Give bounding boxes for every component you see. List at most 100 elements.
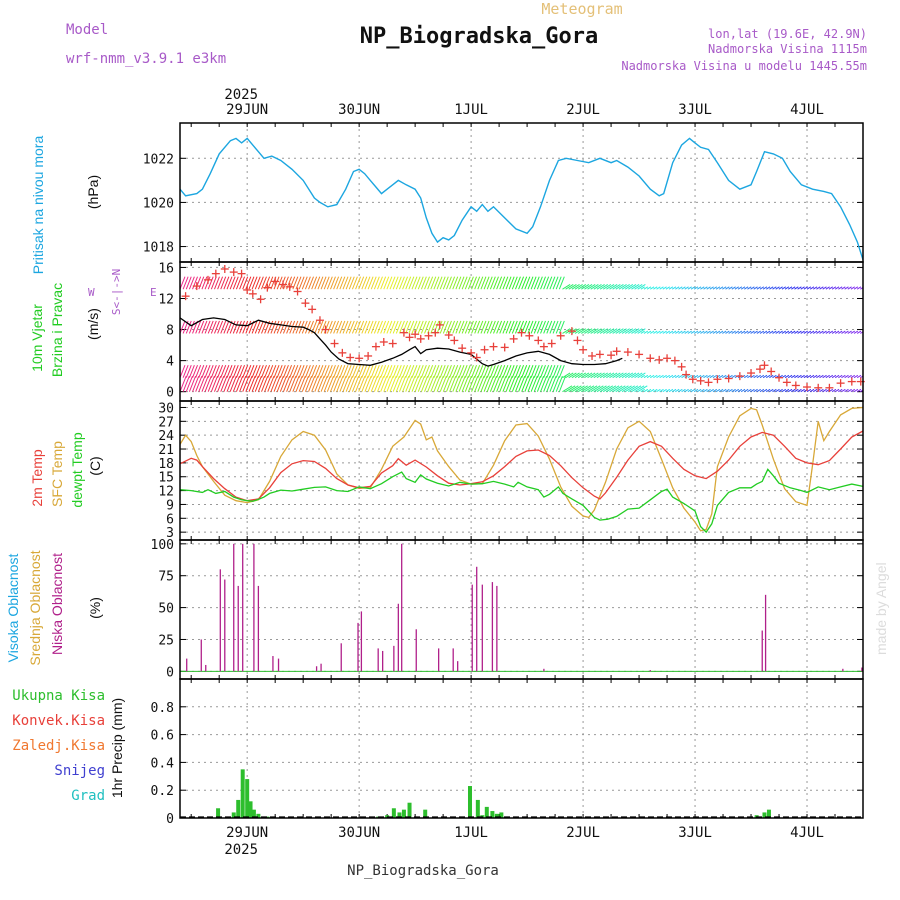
bottom-date-label: 29JUN — [226, 825, 268, 841]
wind-barb — [467, 375, 476, 392]
wind-barb — [803, 374, 808, 379]
wind-barb — [809, 330, 815, 334]
cloud-bars — [186, 543, 863, 672]
wind-barb — [508, 375, 516, 392]
wind-barb — [185, 375, 193, 392]
wind-barb — [734, 286, 739, 290]
wind-barb — [671, 374, 677, 379]
wind-barb — [351, 375, 360, 392]
wind-barb — [847, 286, 852, 290]
wind-barb — [584, 385, 595, 393]
wind-barb — [180, 364, 186, 378]
wind-barb — [398, 320, 405, 334]
y-tick-label: 12 — [158, 485, 174, 500]
wind-barb — [731, 286, 736, 290]
wind-barb — [756, 286, 761, 290]
footer-station: NP_Biogradska_Gora — [347, 863, 499, 879]
wind-barb — [806, 330, 812, 334]
wind-barb — [775, 388, 780, 393]
wind-barb — [411, 364, 418, 378]
wind-barb — [446, 276, 452, 290]
wind-barb — [210, 276, 217, 290]
wind-barb — [778, 388, 783, 393]
wind-barb — [543, 364, 550, 378]
wind-barb — [853, 286, 859, 290]
wind-barb — [442, 375, 451, 392]
wind-barb — [838, 330, 843, 334]
wind-barb — [496, 364, 503, 378]
wind-barb — [706, 388, 711, 393]
wind-barb — [540, 364, 546, 378]
wind-barb — [245, 375, 253, 392]
wind-barb — [631, 328, 640, 334]
wind-barb — [342, 276, 349, 290]
wind-barb — [524, 276, 531, 290]
wind-barb — [640, 374, 645, 379]
wind-barb — [427, 364, 434, 378]
wind-barb — [687, 388, 692, 393]
wind-barb — [624, 372, 634, 379]
wind-barb — [464, 276, 471, 290]
grid: 0 0.2 0.4 0.6 0.8 — [151, 679, 864, 827]
wind-barb — [330, 276, 336, 290]
wind-barb — [555, 364, 562, 378]
svg-text:dewpt Temp: dewpt Temp — [69, 432, 85, 507]
wind-barb — [524, 320, 531, 334]
y-tick-label: 0 — [166, 386, 174, 401]
wind-barb — [351, 364, 358, 378]
wind-barb — [282, 276, 289, 290]
wind-barb — [549, 364, 556, 378]
wind-barb — [784, 286, 790, 290]
wind-barb — [787, 374, 793, 379]
y-tick-label: 12 — [158, 292, 174, 307]
wind-barb — [317, 276, 324, 290]
wind-barb — [568, 372, 577, 379]
wind-barb — [380, 375, 388, 392]
wind-barb — [562, 328, 571, 334]
wind-barb — [408, 320, 415, 334]
wind-barb — [784, 374, 790, 379]
wind-barb — [464, 320, 471, 334]
wind-barb — [581, 328, 590, 334]
wind-barb — [229, 364, 236, 378]
wind-barb — [675, 374, 680, 379]
wind-barb — [496, 375, 504, 392]
wind-barb — [834, 286, 840, 290]
wind-barb — [759, 374, 765, 379]
wind-barb — [455, 320, 462, 334]
wind-barbs — [180, 276, 863, 393]
wind-barb — [223, 364, 230, 378]
wind-barb — [533, 375, 541, 392]
wind-barb — [653, 374, 658, 379]
wind-barb — [245, 364, 252, 378]
wind-barb — [744, 374, 749, 379]
wind-barb — [772, 388, 777, 393]
wind-barb — [615, 284, 624, 290]
wind-barb — [624, 385, 635, 393]
wind-barb — [355, 364, 362, 378]
wind-barb — [474, 276, 481, 290]
wind-barb — [675, 330, 680, 334]
wind-barb — [587, 372, 596, 379]
wind-barb — [452, 364, 459, 378]
wind-barb — [587, 385, 598, 393]
wind-barb — [593, 284, 602, 290]
y-tick-label: 16 — [158, 261, 174, 276]
wind-barb — [461, 276, 468, 290]
wind-barb — [195, 364, 202, 378]
wind-barb — [395, 320, 402, 334]
wind-barb — [364, 364, 371, 378]
wind-barb — [606, 328, 615, 334]
wind-barb — [568, 284, 577, 290]
wind-barb — [461, 364, 468, 378]
wind-barb — [590, 372, 599, 379]
wind-barb — [850, 286, 855, 290]
wind-barb — [314, 375, 322, 392]
wind-barb — [809, 374, 815, 379]
wind-barb — [461, 320, 468, 334]
wind-barb — [182, 375, 190, 392]
dewpt-line — [179, 468, 864, 534]
wind-barb — [292, 364, 299, 378]
wind-barb — [489, 364, 496, 378]
wind-barb — [471, 364, 478, 378]
